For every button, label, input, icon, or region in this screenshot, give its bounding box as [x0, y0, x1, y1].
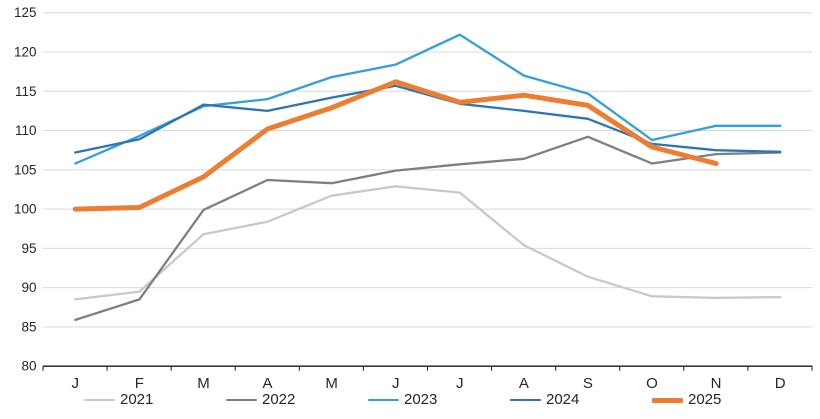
- legend-label: 2024: [546, 391, 580, 408]
- legend-line-sample-2025: [652, 397, 683, 403]
- y-axis-tick-label: 105: [14, 162, 37, 177]
- x-axis-month-label: J: [392, 375, 400, 392]
- y-axis-tick-label: 90: [21, 280, 36, 295]
- y-axis-tick-label: 85: [21, 319, 36, 334]
- x-axis-month-label: A: [263, 375, 273, 392]
- legend-item-2023: 2023: [368, 389, 437, 411]
- x-axis-month-label: J: [456, 375, 464, 392]
- legend-line-sample-2022: [226, 398, 257, 402]
- series-line-2022: [74, 135, 782, 322]
- legend-line-sample-2023: [368, 398, 399, 402]
- series-line-2025: [72, 79, 719, 212]
- legend-item-2024: 2024: [510, 389, 579, 411]
- series-line-2021: [74, 185, 782, 301]
- x-axis-month-label: M: [325, 375, 338, 392]
- y-axis-tick-label: 80: [21, 359, 36, 374]
- y-axis-tick-label: 100: [14, 202, 37, 217]
- x-axis-month-label: M: [197, 375, 210, 392]
- x-axis-month-label: J: [72, 375, 80, 392]
- legend-line-sample-2024: [510, 398, 541, 402]
- chart-legend: 2021 2022 2023 2024 2025: [0, 389, 820, 411]
- x-axis-month-label: S: [583, 375, 593, 392]
- y-axis-tick-label: 125: [14, 5, 37, 20]
- legend-item-2021: 2021: [84, 389, 153, 411]
- x-axis-month-label: O: [646, 375, 658, 392]
- legend-item-2022: 2022: [226, 389, 295, 411]
- series-line-2023: [74, 33, 782, 165]
- legend-item-2025: 2025: [652, 389, 721, 411]
- legend-line-sample-2021: [84, 398, 115, 402]
- y-axis-tick-label: 95: [21, 241, 36, 256]
- x-axis-month-label: N: [711, 375, 722, 392]
- x-axis-month-label: D: [775, 375, 786, 392]
- y-axis-tick-label: 115: [15, 84, 37, 99]
- legend-label: 2022: [262, 391, 296, 408]
- y-axis-tick-label: 110: [15, 123, 37, 138]
- y-axis-tick-label: 120: [14, 45, 37, 60]
- x-axis-month-label: A: [519, 375, 529, 392]
- legend-label: 2025: [688, 391, 722, 408]
- legend-label: 2023: [404, 391, 438, 408]
- legend-label: 2021: [120, 391, 154, 408]
- x-axis-month-label: F: [135, 375, 144, 392]
- series-line-2024: [74, 84, 782, 154]
